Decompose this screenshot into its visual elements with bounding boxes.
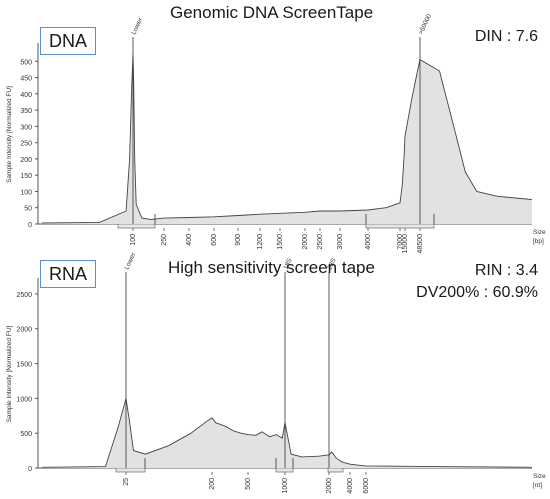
rna-x-tick-label: 200 bbox=[209, 478, 216, 490]
rna-peak-label: Lower bbox=[123, 251, 137, 271]
rna-peak-label: 28S bbox=[326, 257, 338, 271]
rna-x-tick-label: 25 bbox=[123, 478, 130, 486]
dna-x-axis-unit: [bp] bbox=[533, 238, 544, 245]
dna-y-tick-label: 100 bbox=[20, 189, 32, 196]
rna-peak-label: 18S bbox=[282, 257, 294, 271]
dna-peak-label: Lower bbox=[130, 16, 144, 36]
rna-region-bar bbox=[327, 467, 344, 473]
dna-y-tick-label: 350 bbox=[20, 108, 32, 115]
rna-y-axis-label: Sample Intensity [Normalized FU] bbox=[6, 325, 13, 422]
rna-region-bar bbox=[115, 467, 146, 473]
dna-y-tick-label: 200 bbox=[20, 157, 32, 164]
dna-region-bar bbox=[117, 223, 156, 229]
rna-x-tick-label: 1000 bbox=[282, 478, 289, 494]
dna-x-tick-label: 400 bbox=[186, 234, 193, 246]
dna-trace-area bbox=[42, 54, 532, 224]
rna-x-tick-label: 500 bbox=[245, 478, 252, 490]
rna-y-tick-label: 2000 bbox=[16, 327, 32, 334]
dna-x-tick-label: 4000 bbox=[365, 234, 372, 250]
rna-x-axis-label: Size bbox=[533, 473, 546, 480]
rna-x-tick-label: 6000 bbox=[363, 478, 370, 494]
dna-x-tick-label: 2000 bbox=[302, 234, 309, 250]
dna-y-tick-label: 500 bbox=[20, 59, 32, 66]
dna-peak-label: >60000 bbox=[417, 13, 433, 36]
dna-trace-line bbox=[41, 54, 533, 224]
dna-x-tick-label: 100 bbox=[130, 234, 137, 246]
dna-x-tick-label: 600 bbox=[211, 234, 218, 246]
dna-x-tick-label: 1500 bbox=[277, 234, 284, 250]
dna-x-tick-label: 900 bbox=[235, 234, 242, 246]
dna-x-tick-label: 3000 bbox=[337, 234, 344, 250]
rna-x-axis-unit: [nt] bbox=[533, 482, 542, 489]
dna-x-tick-label: 250 bbox=[161, 234, 168, 246]
dna-label-box: DNA bbox=[40, 27, 97, 55]
rna-y-tick-label: 0 bbox=[28, 466, 32, 473]
rna-label-box: RNA bbox=[40, 260, 97, 288]
rna-x-tick-label: 2000 bbox=[326, 478, 333, 494]
dna-y-tick-label: 150 bbox=[20, 173, 32, 180]
dna-y-tick-label: 400 bbox=[20, 92, 32, 99]
rna-trace-line bbox=[41, 398, 533, 468]
dna-x-tick-label: 7000 bbox=[397, 234, 404, 250]
rna-rin-metric: RIN : 3.4 bbox=[474, 262, 538, 279]
dna-y-tick-label: 250 bbox=[20, 141, 32, 148]
dna-region-bar bbox=[365, 223, 435, 229]
rna-y-tick-label: 500 bbox=[20, 431, 32, 438]
rna-dv200-metric: DV200% : 60.9% bbox=[416, 284, 538, 301]
rna-y-tick-label: 1000 bbox=[16, 396, 32, 403]
dna-y-tick-label: 0 bbox=[28, 222, 32, 229]
dna-x-tick-label: 48500 bbox=[417, 234, 424, 254]
dna-y-tick-label: 450 bbox=[20, 76, 32, 83]
dna-din-metric: DIN : 7.6 bbox=[474, 28, 538, 45]
rna-y-tick-label: 1500 bbox=[16, 362, 32, 369]
dna-x-axis-label: Size bbox=[533, 229, 546, 236]
rna-x-tick-label: 4000 bbox=[347, 478, 354, 494]
dna-y-axis-label: Sample Intensity [Normalized FU] bbox=[6, 86, 13, 183]
rna-y-tick-label: 2500 bbox=[16, 292, 32, 299]
dna-x-tick-label: 2500 bbox=[317, 234, 324, 250]
dna-x-tick-label: 15000 bbox=[402, 234, 409, 254]
rna-region-bar bbox=[275, 467, 294, 473]
dna-y-tick-label: 50 bbox=[24, 206, 32, 213]
dna-x-tick-label: 1200 bbox=[257, 234, 264, 250]
rna-chart-title: High sensitivity screen tape bbox=[168, 258, 375, 277]
dna-chart-title: Genomic DNA ScreenTape bbox=[170, 3, 374, 22]
dna-y-tick-label: 300 bbox=[20, 124, 32, 131]
